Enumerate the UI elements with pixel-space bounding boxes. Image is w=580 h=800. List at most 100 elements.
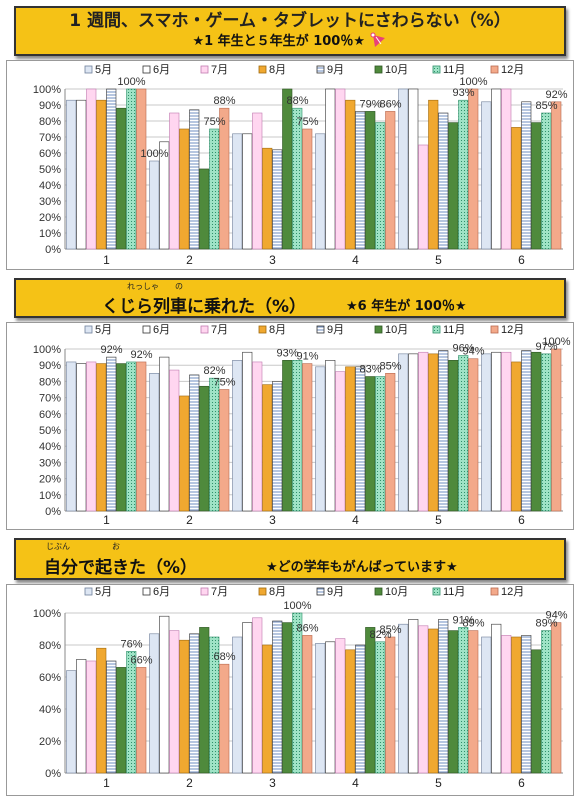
- bar: [126, 88, 137, 250]
- bar: [428, 99, 439, 250]
- legend-label: 10月: [385, 324, 408, 336]
- legend-swatch: [316, 587, 325, 596]
- x-tick-label: 6: [518, 253, 525, 267]
- data-label: 88%: [286, 95, 308, 107]
- legend-swatch: [200, 587, 209, 596]
- bar: [209, 128, 220, 250]
- section-3-ruby-jibun: じぶん: [46, 542, 70, 551]
- bar: [541, 353, 552, 512]
- y-tick-label: 0%: [45, 768, 61, 780]
- data-label: 94%: [462, 346, 484, 358]
- data-label: 89%: [462, 618, 484, 630]
- legend-swatch: [374, 65, 383, 74]
- legend-swatch: [490, 325, 499, 334]
- y-tick-label: 20%: [39, 736, 61, 748]
- bar: [179, 128, 190, 250]
- legend-swatch: [142, 325, 151, 334]
- bar: [232, 360, 243, 512]
- bar: [219, 663, 230, 774]
- bar: [106, 660, 117, 774]
- bar: [199, 385, 210, 512]
- bar: [136, 361, 147, 512]
- bar: [189, 374, 200, 512]
- y-tick-label: 40%: [39, 441, 61, 453]
- y-tick-label: 40%: [39, 704, 61, 716]
- bar: [219, 107, 230, 250]
- legend-label: 12月: [501, 64, 524, 76]
- bar: [501, 88, 512, 250]
- bar: [199, 627, 210, 774]
- bar: [252, 112, 263, 250]
- bar: [458, 627, 469, 774]
- bar: [365, 376, 376, 512]
- bar: [282, 88, 293, 250]
- data-label: 85%: [379, 360, 401, 372]
- bar: [169, 630, 180, 774]
- x-tick-label: 1: [103, 253, 110, 267]
- bar: [501, 351, 512, 512]
- bar: [481, 636, 492, 774]
- bar: [292, 107, 303, 250]
- bar: [315, 643, 326, 774]
- bar: [96, 647, 107, 774]
- bar: [365, 627, 376, 774]
- data-label: 100%: [117, 76, 145, 88]
- bar: [335, 88, 346, 250]
- bar: [96, 99, 107, 250]
- x-tick-label: 3: [269, 253, 276, 267]
- bar: [315, 366, 326, 512]
- bar: [398, 88, 409, 250]
- bar: [375, 376, 386, 512]
- bar: [126, 651, 137, 774]
- cone-icon: [370, 32, 385, 47]
- data-label: 85%: [379, 624, 401, 636]
- bar: [262, 384, 273, 512]
- bar: [116, 363, 127, 512]
- legend-swatch: [84, 65, 93, 74]
- bar: [345, 99, 356, 250]
- y-tick-label: 90%: [39, 360, 61, 372]
- bar: [232, 133, 243, 250]
- y-tick-label: 70%: [39, 132, 61, 144]
- bar: [325, 88, 336, 250]
- data-label: 93%: [276, 347, 298, 359]
- bar: [458, 99, 469, 250]
- data-label: 75%: [203, 116, 225, 128]
- bar: [541, 630, 552, 774]
- bar: [159, 356, 170, 512]
- x-tick-label: 3: [269, 513, 276, 527]
- data-label: 92%: [130, 349, 152, 361]
- bar: [355, 644, 366, 774]
- legend-swatch: [142, 587, 151, 596]
- bar: [418, 351, 429, 512]
- data-label: 92%: [100, 344, 122, 356]
- x-tick-label: 2: [186, 776, 193, 790]
- data-label: 86%: [296, 622, 318, 634]
- legend-label: 7月: [211, 64, 228, 76]
- bar: [325, 360, 336, 512]
- x-tick-label: 2: [186, 513, 193, 527]
- bar: [189, 633, 200, 774]
- bar: [302, 363, 313, 512]
- x-tick-label: 4: [352, 776, 359, 790]
- data-label: 75%: [213, 377, 235, 389]
- bar: [159, 615, 170, 774]
- bar: [169, 369, 180, 512]
- data-label: 97%: [535, 341, 557, 353]
- bar: [76, 659, 87, 774]
- bar: [209, 377, 220, 512]
- bar: [511, 636, 522, 774]
- section-1-subtitle: ★1 年生と５年生が 100％★: [16, 32, 564, 52]
- data-label: 68%: [213, 651, 235, 663]
- y-tick-label: 10%: [39, 490, 61, 502]
- bar: [315, 133, 326, 250]
- data-label: 85%: [535, 100, 557, 112]
- legend-label: 10月: [385, 586, 408, 598]
- y-tick-label: 50%: [39, 164, 61, 176]
- x-tick-label: 5: [435, 253, 442, 267]
- bar: [481, 353, 492, 512]
- bar: [116, 667, 127, 774]
- legend-swatch: [200, 65, 209, 74]
- bar: [106, 88, 117, 250]
- data-label: 92%: [545, 89, 567, 101]
